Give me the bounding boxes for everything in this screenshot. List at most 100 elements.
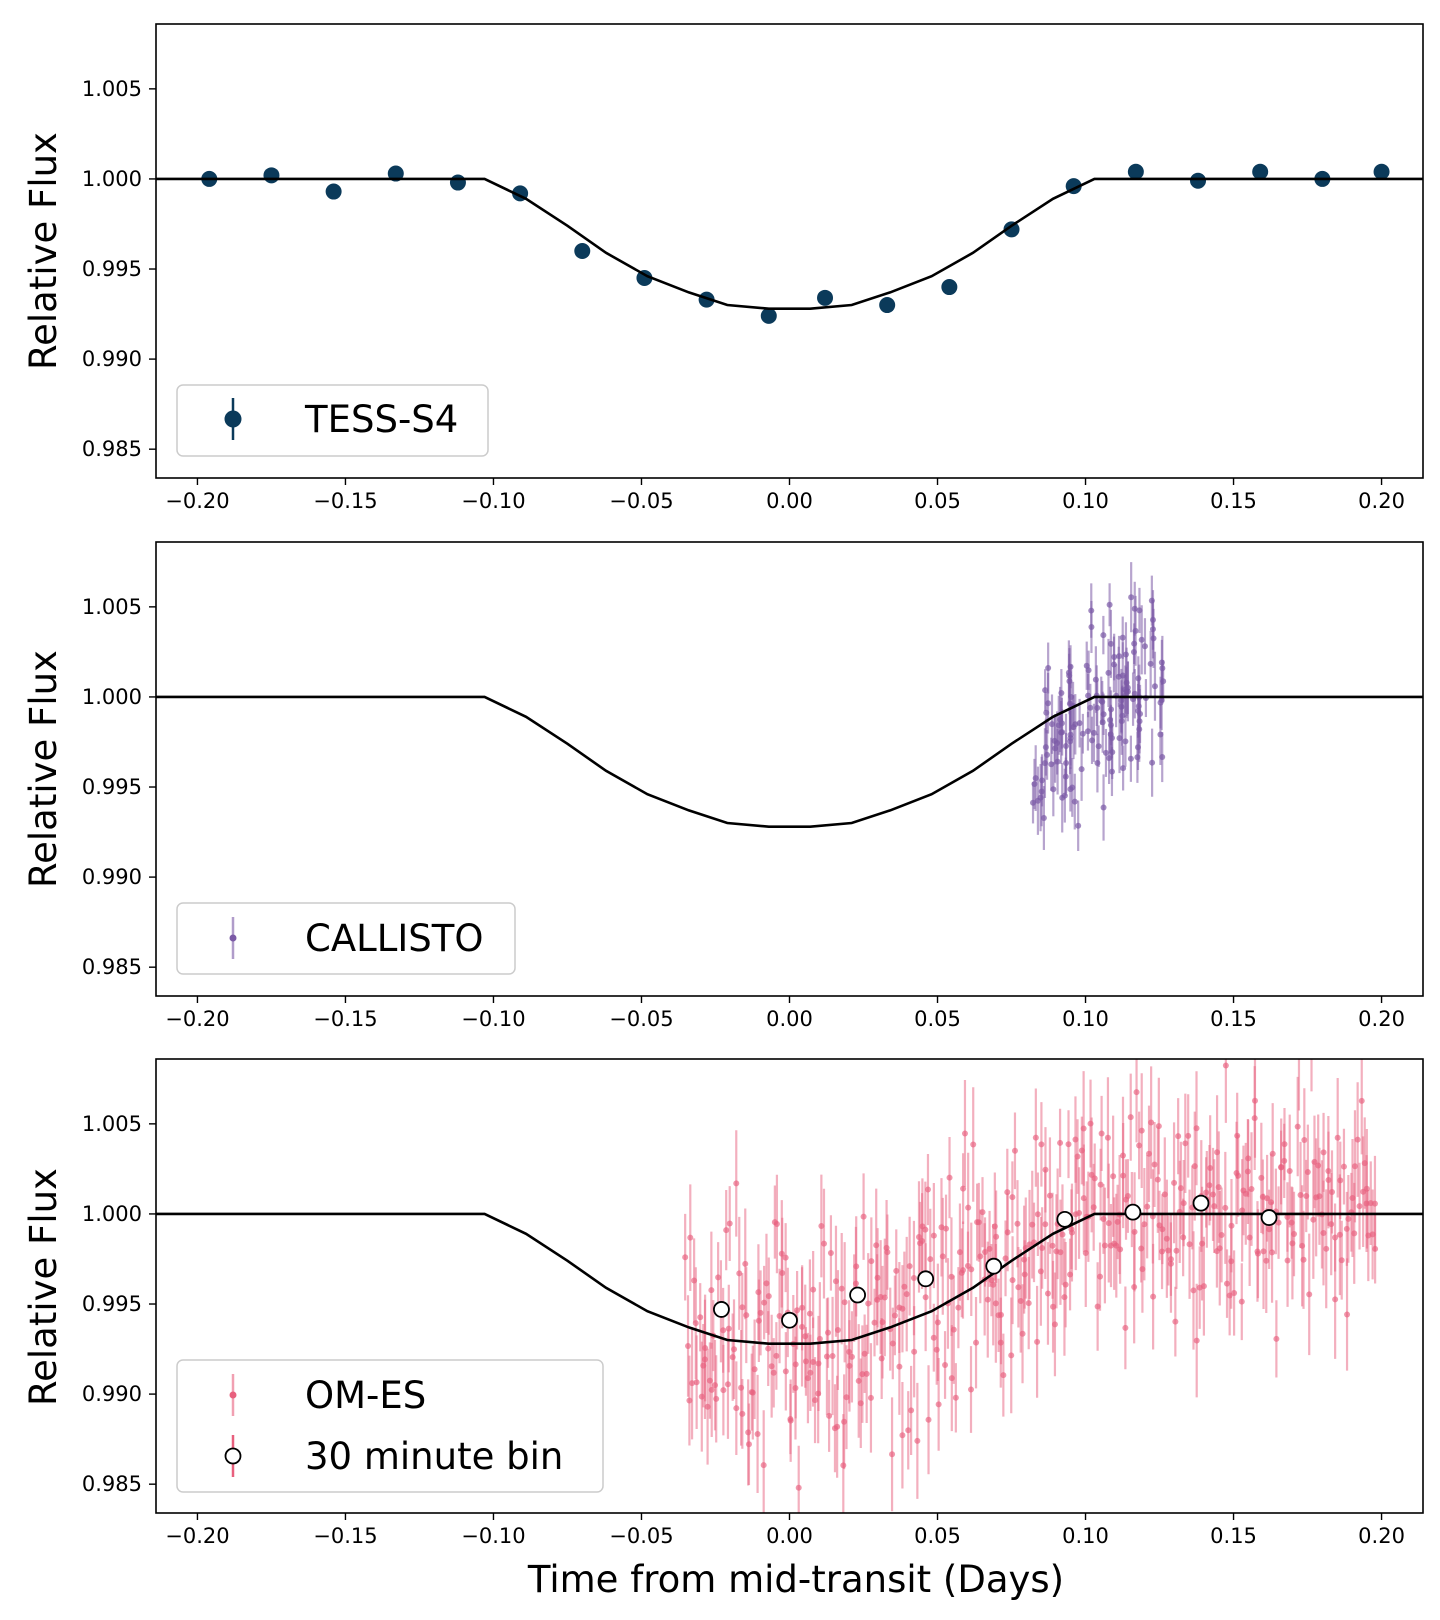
data-point: [1248, 1186, 1255, 1193]
data-point: [1306, 1291, 1313, 1298]
data-point: [934, 1319, 941, 1326]
x-tick-label: 0.00: [766, 489, 813, 513]
data-point: [910, 1275, 917, 1282]
data-point: [1065, 1141, 1072, 1148]
data-point: [1334, 1134, 1341, 1141]
data-point: [1278, 1163, 1285, 1170]
y-axis-label: Relative Flux: [22, 1168, 65, 1406]
data-point: [1150, 1293, 1157, 1300]
x-tick-label: 0.15: [1210, 489, 1257, 513]
data-point: [1102, 749, 1109, 756]
data-point: [1177, 1185, 1184, 1192]
data-point: [1160, 678, 1167, 685]
data-point: [1275, 1219, 1282, 1226]
data-point: [1025, 1300, 1032, 1307]
data-point: [713, 1395, 720, 1402]
data-point: [1171, 1179, 1178, 1186]
bin-point: [985, 1257, 1003, 1275]
data-point: [903, 1291, 910, 1298]
data-point: [773, 1352, 780, 1359]
data-point: [1372, 1245, 1379, 1252]
data-point: [1238, 1298, 1245, 1305]
data-point: [1039, 1244, 1046, 1251]
data-point: [1079, 730, 1086, 737]
legend-label-bin: 30 minute bin: [305, 1435, 563, 1478]
data-point: [1111, 654, 1118, 661]
data-point: [1167, 1260, 1174, 1267]
data-point: [806, 1310, 813, 1317]
data-point: [1175, 1133, 1182, 1140]
data-point: [1118, 703, 1125, 710]
y-tick-label: 0.995: [82, 775, 142, 799]
data-point: [1127, 1114, 1134, 1121]
data-point: [1122, 651, 1129, 658]
data-point: [979, 1209, 986, 1216]
data-point: [1011, 1147, 1018, 1154]
data-point: [992, 1300, 999, 1307]
data-point: [1091, 1175, 1098, 1182]
data-point: [952, 1394, 959, 1401]
data-point: [1080, 1125, 1087, 1132]
data-point: [961, 1130, 968, 1137]
data-point: [685, 1342, 692, 1349]
data-point: [1147, 660, 1154, 667]
legend-label-callisto: CALLISTO: [305, 917, 484, 960]
data-point: [1032, 1134, 1039, 1141]
data-point: [896, 1363, 903, 1370]
data-point: [1110, 1173, 1117, 1180]
data-point: [884, 1249, 891, 1256]
data-point: [1190, 1287, 1197, 1294]
plot-area-callisto: [156, 562, 1423, 851]
data-point: [745, 1441, 752, 1448]
x-tick-label: 0.15: [1210, 1007, 1257, 1031]
data-point: [770, 1369, 777, 1376]
data-point: [863, 1370, 870, 1377]
data-point: [993, 1233, 1000, 1240]
data-point: [1310, 1216, 1317, 1223]
data-point: [1172, 1318, 1179, 1325]
data-point: [1009, 1194, 1016, 1201]
data-point: [1042, 687, 1049, 694]
data-point: [1058, 690, 1065, 697]
x-tick-label: −0.10: [461, 1524, 525, 1548]
data-point: [825, 1329, 832, 1336]
x-tick-label: −0.15: [313, 489, 377, 513]
y-tick-label: 1.005: [82, 595, 142, 619]
data-point: [687, 1234, 694, 1241]
data-point: [1003, 221, 1020, 238]
data-point: [1063, 742, 1070, 749]
data-point: [1127, 163, 1144, 180]
data-point: [1106, 601, 1113, 608]
x-tick-label: 0.00: [766, 1007, 813, 1031]
data-point: [843, 1394, 850, 1401]
data-point: [905, 1427, 912, 1434]
data-point: [1332, 1296, 1339, 1303]
data-point: [1296, 1053, 1302, 1059]
ticks-omes: −0.20 −0.15 −0.10 −0.05 0.00 0.05 0.10 0.15 0.20…: [82, 1112, 1405, 1548]
data-point: [751, 1366, 758, 1373]
data-point: [841, 1299, 848, 1306]
legend-tess: TESS-S4: [176, 384, 489, 457]
data-point: [891, 1312, 898, 1319]
data-point: [1309, 1045, 1315, 1051]
data-point: [1085, 667, 1092, 674]
data-point: [1228, 1222, 1235, 1229]
data-point: [1131, 1228, 1138, 1235]
data-point: [1186, 1241, 1193, 1248]
bin-point: [849, 1286, 866, 1304]
data-point: [911, 1348, 918, 1355]
data-point: [1116, 653, 1123, 660]
data-point: [1281, 1141, 1288, 1148]
data-point: [708, 1287, 715, 1294]
bin-point: [1056, 1210, 1074, 1228]
data-point: [1222, 1062, 1229, 1069]
legend-marker-omes: [229, 1391, 237, 1399]
x-tick-label: −0.20: [165, 1007, 229, 1031]
panel-omes: −0.20 −0.15 −0.10 −0.05 0.00 0.05 0.10 0.15 0.20…: [22, 1045, 1424, 1601]
y-axis-label: Relative Flux: [22, 650, 65, 888]
data-point: [881, 1294, 888, 1301]
data-point: [1127, 755, 1134, 762]
data-point: [990, 1281, 997, 1288]
bin-point: [781, 1311, 798, 1329]
